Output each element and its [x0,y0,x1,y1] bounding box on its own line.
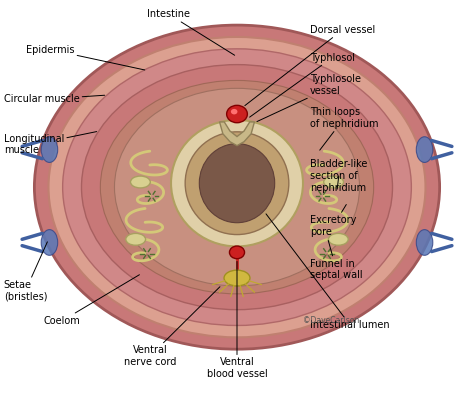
Text: ©DaveCarlson: ©DaveCarlson [303,316,359,325]
Text: Circular muscle: Circular muscle [4,94,105,104]
Ellipse shape [416,137,433,162]
Text: Bladder-like
section of
nephridium: Bladder-like section of nephridium [310,160,367,193]
Text: Typhlosol: Typhlosol [250,53,355,117]
Circle shape [229,246,245,259]
Text: Longitudinal
muscle: Longitudinal muscle [4,132,97,155]
Text: Dorsal vessel: Dorsal vessel [245,25,375,105]
Ellipse shape [324,176,344,188]
Polygon shape [219,122,255,146]
Ellipse shape [48,37,426,338]
Circle shape [231,109,237,114]
Text: Typhlosole
vessel: Typhlosole vessel [257,74,361,121]
Text: Coelom: Coelom [44,275,139,326]
Text: Thin loops
of nephridium: Thin loops of nephridium [310,107,379,150]
Text: Setae
(bristles): Setae (bristles) [4,242,47,302]
Ellipse shape [224,270,250,286]
Ellipse shape [35,25,439,349]
Ellipse shape [41,137,58,162]
Ellipse shape [126,233,146,245]
Text: Intestine: Intestine [147,9,235,55]
Text: Ventral
blood vessel: Ventral blood vessel [207,261,267,379]
Ellipse shape [416,230,433,256]
Circle shape [227,105,247,123]
Ellipse shape [41,230,58,256]
Text: Intestinal lumen: Intestinal lumen [266,214,390,330]
Ellipse shape [82,64,392,310]
Text: Excretory
pore: Excretory pore [310,205,356,237]
Ellipse shape [130,176,150,188]
Ellipse shape [328,233,348,245]
Ellipse shape [100,80,374,294]
Text: Epidermis: Epidermis [26,45,145,70]
Text: Ventral
nerve cord: Ventral nerve cord [124,287,220,367]
Text: Funnel in
septal wall: Funnel in septal wall [310,240,363,280]
Ellipse shape [185,132,289,234]
Ellipse shape [171,120,303,246]
Ellipse shape [63,49,411,326]
Ellipse shape [115,88,359,286]
Ellipse shape [199,144,275,223]
